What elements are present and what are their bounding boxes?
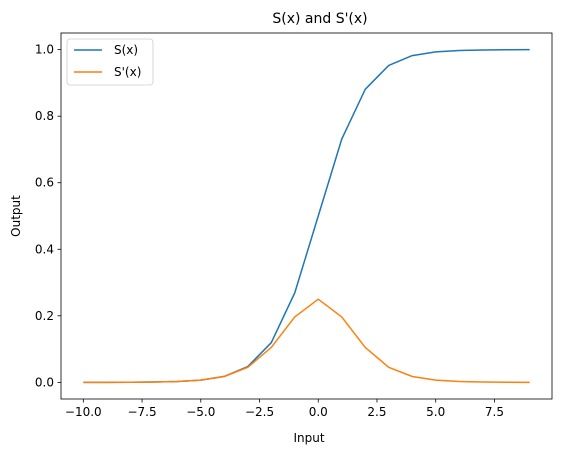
x-tick-label: 7.5 [485,405,504,419]
x-tick-label: −7.5 [127,405,156,419]
y-tick-label: 0.2 [35,309,54,323]
y-tick-label: 0.6 [35,176,54,190]
x-tick-label: −10.0 [65,405,102,419]
legend-label: S(x) [114,43,138,57]
y-tick-label: 0.0 [35,375,54,389]
x-tick-label: 2.5 [367,405,386,419]
plot-area-frame [60,32,553,400]
series-layer [83,48,530,384]
legend-label: S'(x) [114,65,141,79]
x-tick-label: −2.5 [245,405,274,419]
y-tick-label: 1.0 [35,43,54,57]
y-tick-label: 0.4 [35,242,54,256]
y-axis-label: Output [9,195,23,237]
x-tick-label: 0.0 [309,405,328,419]
series-line-1 [83,48,530,384]
x-axis-label: Input [293,431,324,445]
y-axis: 0.0 0.2 0.4 0.6 0.8 1.0 [35,43,61,389]
series-line-2 [83,298,530,384]
x-tick-label: 5.0 [426,405,445,419]
legend: S(x) S'(x) [66,38,154,86]
x-axis: −10.0 −7.5 −5.0 −2.5 0.0 2.5 5.0 7.5 [65,399,504,419]
chart-title: S(x) and S'(x) [272,11,367,27]
x-tick-label: −5.0 [186,405,215,419]
y-tick-label: 0.8 [35,109,54,123]
